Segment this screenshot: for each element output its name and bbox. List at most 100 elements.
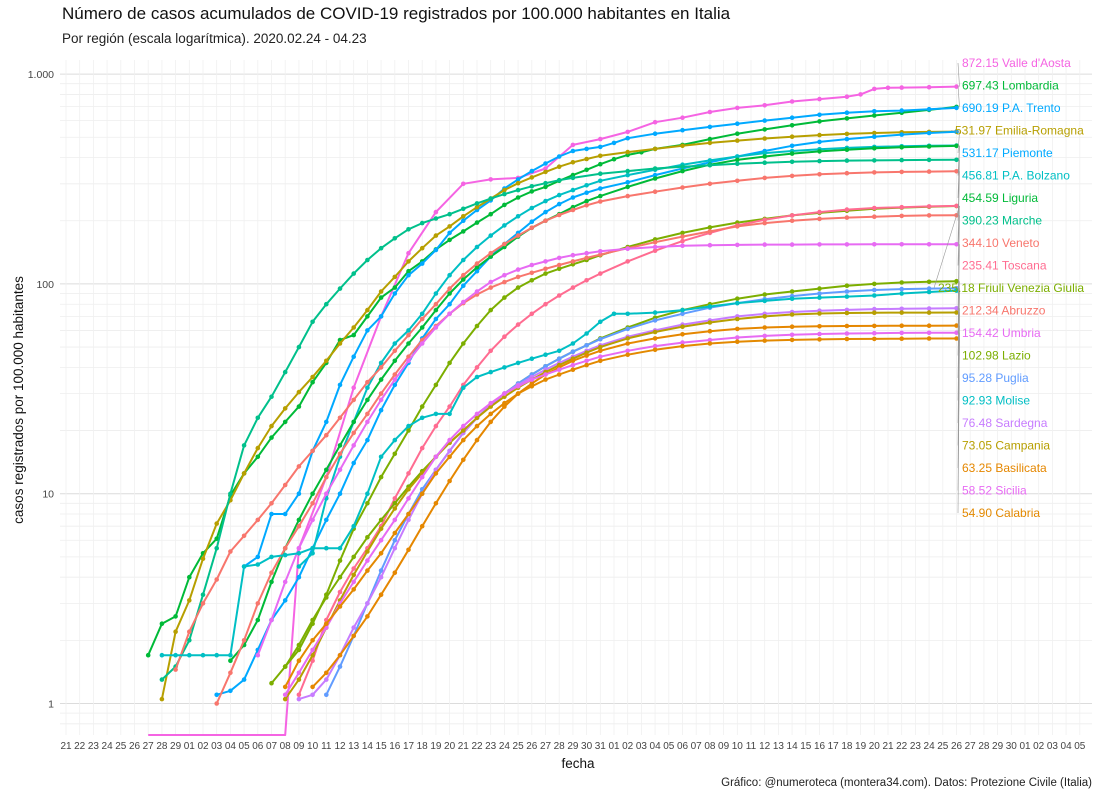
data-point [310,684,315,690]
series-line [148,85,957,736]
data-point [762,217,767,223]
data-point [324,545,329,551]
data-point [296,404,302,409]
data-point [419,316,425,322]
data-point [817,286,822,291]
x-tick-label: 12 [759,741,771,752]
x-tick-label: 25 [115,741,127,752]
data-point [652,318,658,323]
data-point [296,545,302,551]
x-tick-label: 06 [677,741,689,752]
data-point [461,299,466,305]
data-point [529,384,535,389]
data-point [447,286,452,291]
x-tick-label: 03 [1047,741,1059,752]
data-point [159,621,165,626]
data-point [282,545,288,551]
data-point [844,116,850,121]
data-point [707,328,713,334]
series-valle-d-aosta [148,84,959,736]
x-tick-label: 10 [732,741,744,752]
data-point [858,92,863,97]
data-point [680,307,685,313]
series-label: 872.15 Valle d'Aosta [962,56,1071,70]
data-point [954,84,959,89]
series-line [298,144,957,568]
data-point [954,288,959,293]
data-point [844,242,850,247]
data-point [159,677,165,682]
series-line [229,144,957,662]
data-point [255,562,261,567]
data-point [351,633,357,639]
data-point [433,247,439,253]
data-point [680,127,685,133]
data-point [255,445,261,451]
data-point [365,437,370,443]
data-point [419,474,425,480]
series-umbria [255,242,959,658]
data-point [844,331,850,336]
data-point [844,94,850,99]
data-point [488,400,494,406]
data-point [282,511,288,517]
data-point [584,331,589,336]
data-point [173,652,178,658]
data-point [296,574,302,580]
data-point [282,692,288,698]
x-tick-label: 09 [293,741,305,752]
data-point [392,517,398,523]
data-point [324,467,329,473]
data-point [392,437,398,443]
data-point [735,296,740,302]
data-point [570,259,576,264]
data-point [461,437,466,443]
data-point [543,209,548,215]
data-point [844,283,850,289]
data-point [556,177,562,183]
data-point [611,311,617,317]
data-point [406,341,411,346]
x-tick-label: 01 [1019,741,1031,752]
series-label: 154.42 Umbria [962,326,1041,340]
data-point [447,237,452,243]
data-point [228,670,233,676]
data-point [543,161,548,166]
data-point [406,358,411,364]
data-point [296,344,302,350]
data-point [872,170,877,175]
data-point [556,201,562,207]
data-point [570,358,576,364]
data-point [872,113,877,118]
data-point [187,638,192,643]
data-point [474,374,480,380]
data-point [310,545,315,551]
x-tick-label: 21 [60,741,72,752]
data-point [926,106,932,112]
data-point [419,491,425,497]
data-point [255,617,261,623]
data-point [392,530,398,536]
data-point [680,324,685,330]
x-tick-label: 18 [417,741,429,752]
data-point [954,323,959,328]
data-point [598,319,603,325]
data-point [296,658,302,663]
data-point [447,478,452,484]
data-point [926,330,932,336]
data-point [488,348,494,354]
data-point [625,326,630,332]
data-point [296,551,302,556]
data-point [187,598,192,603]
data-point [762,175,767,181]
data-point [351,271,357,276]
data-point [461,428,466,433]
data-point [529,189,535,194]
data-point [556,262,562,268]
data-point [625,311,630,317]
data-point [447,272,452,278]
data-point [214,545,219,551]
data-point [378,407,384,413]
data-point [762,150,767,156]
data-point [337,286,343,291]
